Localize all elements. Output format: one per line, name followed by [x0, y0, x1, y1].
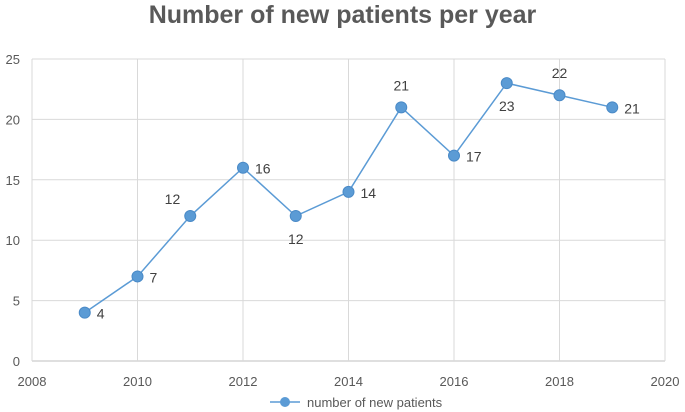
y-axis-ticks: 0 5 10 15 20 25	[6, 52, 20, 369]
y-tick-label: 0	[13, 354, 20, 369]
data-label: 12	[288, 231, 304, 247]
y-tick-label: 10	[6, 233, 20, 248]
data-point	[78, 306, 91, 319]
data-point	[131, 270, 144, 283]
data-label: 17	[466, 149, 482, 165]
x-tick-label: 2020	[651, 374, 680, 389]
y-tick-label: 25	[6, 52, 20, 67]
data-label: 21	[393, 77, 409, 93]
data-point	[237, 161, 249, 174]
legend: number of new patients	[270, 395, 443, 410]
x-tick-label: 2010	[123, 374, 152, 389]
data-point	[342, 185, 355, 198]
data-point	[448, 149, 460, 162]
x-tick-label: 2016	[440, 374, 469, 389]
data-label: 4	[97, 306, 105, 322]
x-tick-label: 2018	[545, 374, 574, 389]
data-point	[606, 101, 619, 114]
legend-label: number of new patients	[307, 395, 443, 410]
grid-lines	[31, 58, 666, 362]
data-point	[184, 210, 197, 223]
chart-title: Number of new patients per year	[148, 1, 537, 29]
data-point	[500, 77, 513, 90]
data-point	[289, 210, 302, 223]
data-label: 22	[552, 65, 568, 81]
data-label: 21	[624, 100, 640, 116]
data-label: 14	[361, 185, 377, 201]
x-axis-ticks: 2008 2010 2012 2014 2016 2018 2020	[18, 374, 680, 389]
data-labels: 4 7 12 16 12 14 21 17 23 22 21	[97, 65, 640, 321]
legend-marker	[280, 397, 290, 407]
y-tick-label: 5	[13, 294, 20, 309]
data-label: 7	[150, 269, 158, 285]
x-tick-label: 2014	[334, 374, 363, 389]
y-tick-label: 20	[6, 112, 20, 127]
series-group	[78, 77, 619, 319]
data-point	[395, 101, 408, 114]
data-point	[553, 89, 566, 102]
data-label: 16	[255, 161, 271, 177]
data-label: 12	[165, 191, 181, 207]
y-tick-label: 15	[6, 173, 20, 188]
x-tick-label: 2012	[229, 374, 258, 389]
data-label: 23	[499, 98, 515, 114]
x-tick-label: 2008	[18, 374, 47, 389]
